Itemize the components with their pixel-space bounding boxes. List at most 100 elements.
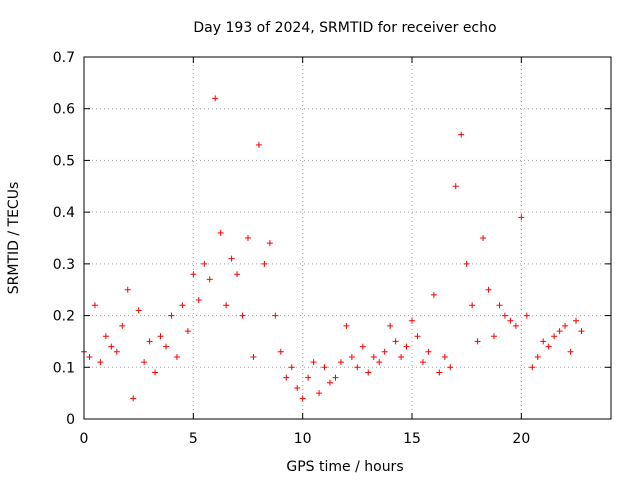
data-point	[135, 307, 142, 314]
data-point	[403, 343, 410, 350]
data-point	[425, 348, 432, 355]
data-point	[540, 338, 547, 345]
data-point	[480, 235, 487, 241]
data-point	[195, 297, 202, 304]
data-point	[518, 214, 525, 221]
data-point	[113, 348, 120, 355]
data-point	[348, 353, 355, 360]
data-point	[392, 338, 399, 345]
data-point	[474, 338, 481, 345]
y-tick-label: 0.2	[53, 309, 75, 325]
data-point	[337, 359, 344, 366]
data-point	[469, 302, 476, 309]
data-point	[343, 322, 350, 329]
data-points	[81, 95, 585, 402]
data-point	[245, 235, 252, 241]
data-point	[316, 390, 323, 397]
data-point	[141, 359, 148, 366]
x-tick-label: 5	[189, 431, 198, 447]
data-point	[102, 333, 109, 340]
x-tick-label: 20	[512, 431, 530, 447]
data-point	[436, 369, 443, 376]
data-point	[294, 384, 301, 391]
data-point	[234, 271, 241, 278]
data-point	[266, 240, 273, 247]
data-point	[365, 369, 372, 376]
y-tick-label: 0.5	[53, 153, 75, 169]
data-point	[370, 353, 377, 360]
x-axis-label: GPS time / hours	[286, 459, 403, 475]
data-point	[272, 312, 279, 319]
data-point	[277, 348, 284, 355]
data-point	[578, 328, 585, 335]
data-point	[556, 328, 563, 335]
x-tick-label: 0	[80, 431, 89, 447]
data-point	[381, 348, 388, 355]
grid-lines	[84, 57, 611, 419]
data-point	[430, 291, 437, 298]
data-point	[458, 131, 465, 138]
data-point	[529, 364, 536, 371]
data-point	[223, 302, 230, 309]
data-point	[91, 302, 98, 309]
data-point	[250, 353, 257, 360]
data-point	[359, 343, 366, 350]
data-point	[409, 317, 416, 324]
data-point	[387, 322, 394, 329]
data-point	[255, 141, 262, 148]
data-point	[545, 343, 552, 350]
data-point	[491, 333, 498, 340]
data-point	[573, 317, 580, 324]
data-point	[157, 333, 164, 340]
data-point	[354, 364, 361, 371]
data-point	[206, 276, 213, 283]
data-point	[239, 312, 246, 319]
data-point	[201, 260, 208, 267]
data-point	[327, 379, 334, 386]
chart-title: Day 193 of 2024, SRMTID for receiver ech…	[193, 20, 496, 36]
data-point	[184, 328, 191, 335]
data-point	[376, 359, 383, 366]
data-point	[217, 229, 224, 236]
data-point	[299, 395, 306, 402]
data-point	[562, 322, 569, 329]
data-point	[452, 183, 459, 190]
data-point	[190, 271, 197, 278]
y-tick-label: 0.1	[53, 360, 75, 376]
y-tick-label: 0.3	[53, 257, 75, 273]
y-tick-label: 0.7	[53, 50, 75, 66]
data-point	[124, 286, 131, 293]
data-point	[168, 312, 175, 319]
data-point	[163, 343, 170, 350]
data-point	[496, 302, 503, 309]
data-point	[485, 286, 492, 293]
x-tick-label: 10	[294, 431, 312, 447]
y-axis-label: SRMTID / TECUs	[6, 182, 22, 295]
data-point	[523, 312, 530, 319]
data-point	[261, 260, 268, 267]
data-point	[97, 359, 104, 366]
data-point	[228, 255, 235, 262]
data-point	[398, 353, 405, 360]
data-point	[507, 317, 514, 324]
data-point	[146, 338, 153, 345]
data-point	[288, 364, 295, 371]
data-point	[173, 353, 180, 360]
data-point	[463, 260, 470, 267]
data-point	[212, 95, 219, 102]
data-point	[152, 369, 159, 376]
data-point	[512, 322, 519, 329]
data-point	[567, 348, 574, 355]
x-tick-label: 15	[403, 431, 421, 447]
data-point	[414, 333, 421, 340]
data-point	[332, 374, 339, 381]
data-point	[305, 374, 312, 381]
data-point	[447, 364, 454, 371]
data-point	[283, 374, 290, 381]
data-point	[130, 395, 137, 402]
data-point	[321, 364, 328, 371]
plot-frame	[83, 56, 612, 420]
data-point	[534, 353, 541, 360]
data-point	[119, 322, 126, 329]
